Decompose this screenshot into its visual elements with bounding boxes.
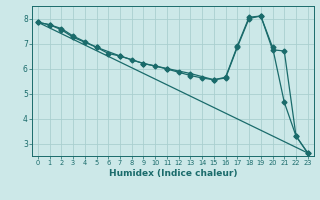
X-axis label: Humidex (Indice chaleur): Humidex (Indice chaleur) [108,169,237,178]
